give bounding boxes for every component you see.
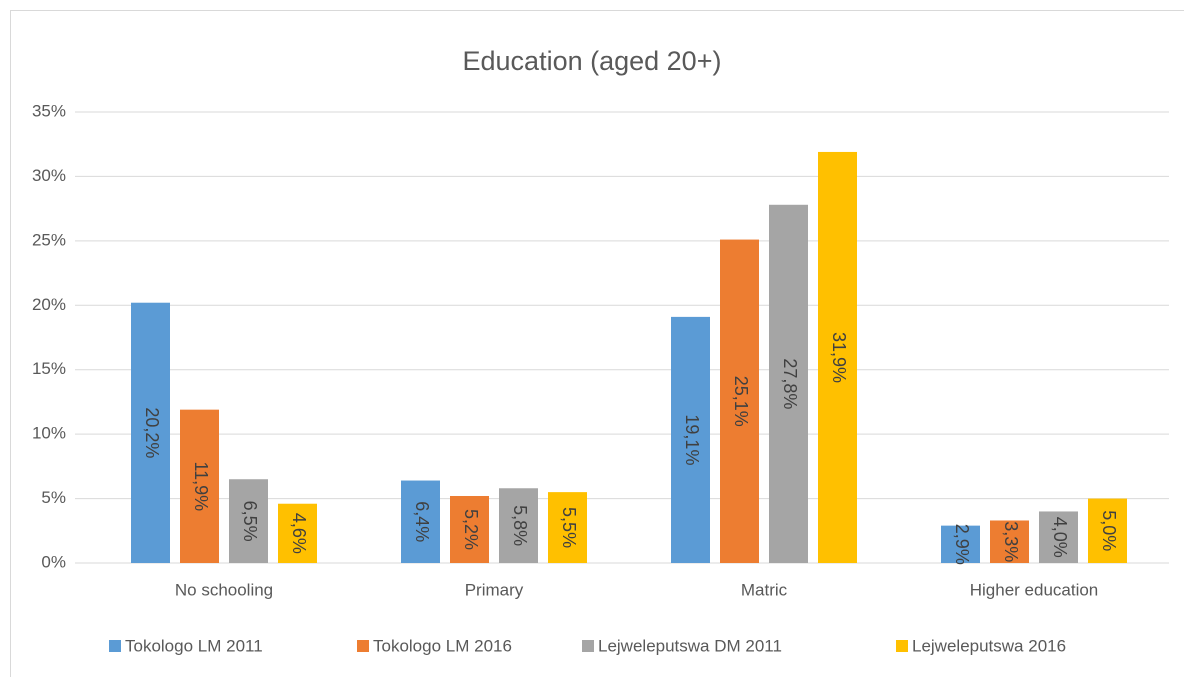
bar — [229, 479, 268, 563]
y-tick-label: 35% — [32, 101, 66, 120]
bar — [131, 302, 170, 563]
data-label: 31,9% — [829, 332, 849, 383]
data-label: 5,0% — [1099, 510, 1119, 551]
data-label: 2,9% — [952, 524, 972, 565]
data-label: 4,6% — [289, 513, 309, 554]
bar — [941, 525, 980, 563]
data-label: 19,1% — [682, 414, 702, 465]
bar — [1039, 511, 1078, 563]
legend-swatch — [357, 640, 369, 652]
data-label: 6,5% — [240, 501, 260, 542]
y-tick-label: 20% — [32, 295, 66, 314]
x-tick-label: No schooling — [175, 580, 273, 599]
bar — [450, 495, 489, 563]
x-tick-label: Matric — [741, 580, 788, 599]
data-label: 6,4% — [412, 501, 432, 542]
bar — [990, 520, 1029, 563]
y-tick-label: 0% — [41, 552, 66, 571]
legend-swatch — [582, 640, 594, 652]
data-label: 4,0% — [1050, 517, 1070, 558]
bar — [180, 409, 219, 563]
data-label: 5,5% — [559, 507, 579, 548]
legend-label: Tokologo LM 2011 — [125, 636, 263, 655]
bar — [401, 480, 440, 563]
data-label: 5,2% — [461, 509, 481, 550]
bar — [1088, 498, 1127, 563]
bar — [278, 503, 317, 563]
legend-swatch — [109, 640, 121, 652]
data-label: 25,1% — [731, 376, 751, 427]
data-label: 5,8% — [510, 505, 530, 546]
bar — [769, 204, 808, 563]
legend-label: Tokologo LM 2016 — [373, 636, 512, 655]
y-tick-label: 30% — [32, 166, 66, 185]
bar — [818, 151, 857, 563]
legend-label: Lejweleputswa 2016 — [912, 636, 1066, 655]
x-tick-label: Higher education — [970, 580, 1099, 599]
bar — [720, 239, 759, 563]
y-tick-label: 25% — [32, 230, 66, 249]
chart-border — [10, 10, 1184, 677]
data-label: 11,9% — [191, 461, 211, 511]
data-label: 20,2% — [142, 407, 162, 458]
legend-label: Lejweleputswa DM 2011 — [598, 636, 782, 655]
bar — [548, 492, 587, 563]
bar — [499, 488, 538, 563]
data-label: 27,8% — [780, 358, 800, 409]
y-tick-label: 5% — [41, 488, 66, 507]
x-tick-label: Primary — [465, 580, 524, 599]
legend-swatch — [896, 640, 908, 652]
y-tick-label: 10% — [32, 424, 66, 443]
chart-title: Education (aged 20+) — [463, 46, 722, 76]
y-tick-label: 15% — [32, 359, 66, 378]
data-label: 3,3% — [1001, 521, 1021, 562]
bar — [671, 316, 710, 563]
